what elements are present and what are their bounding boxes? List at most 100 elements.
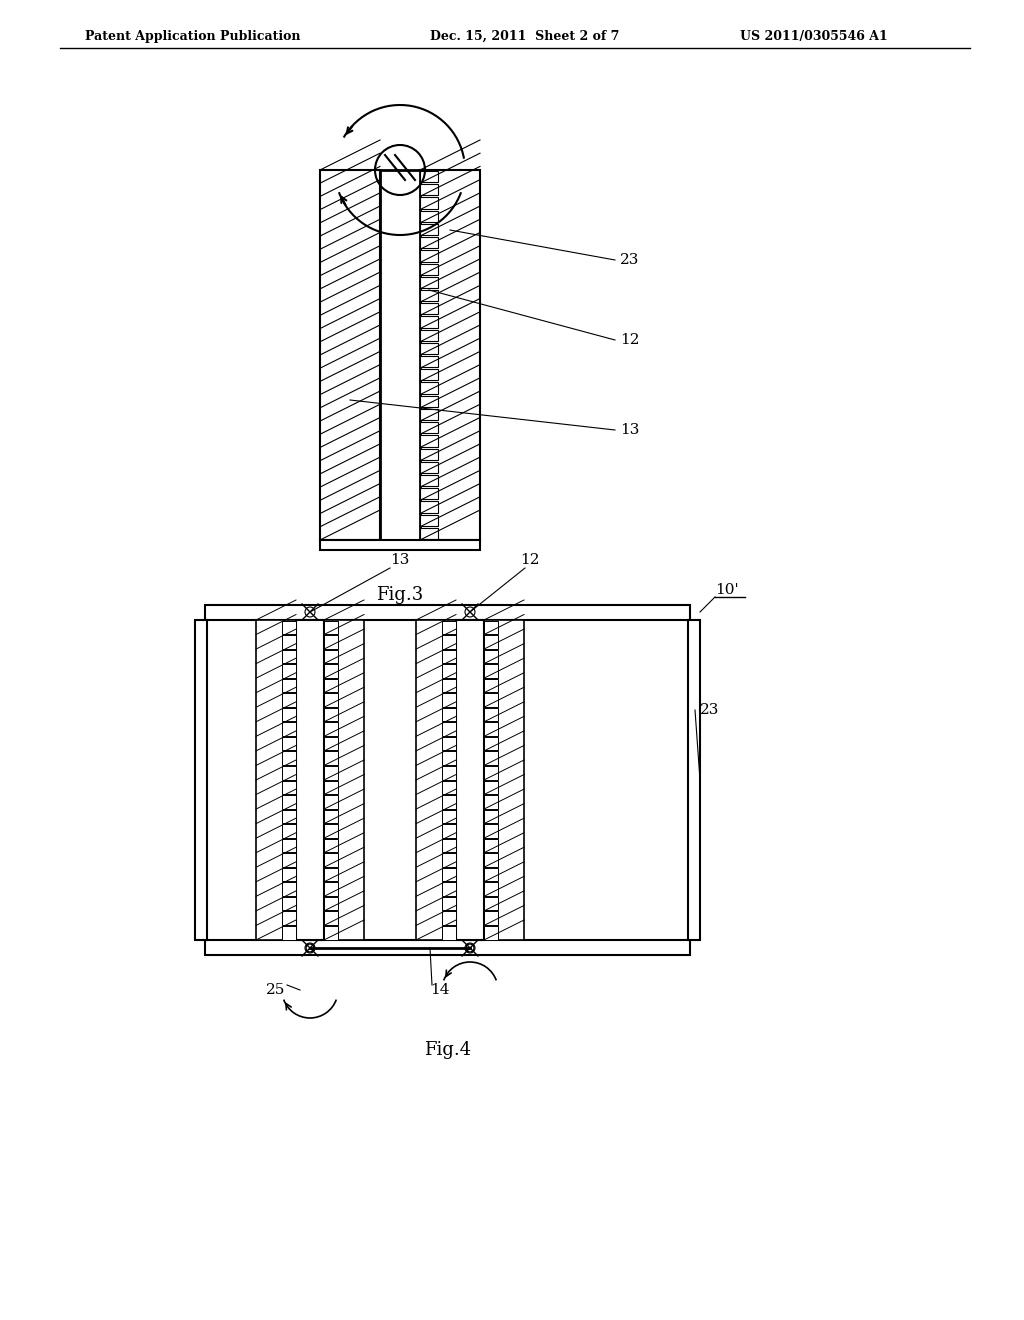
Bar [282,838,296,853]
Bar [416,620,456,940]
Bar [282,649,296,663]
Bar [324,620,338,634]
Bar [420,488,438,499]
Bar [420,277,438,288]
Text: 13: 13 [620,422,639,437]
Bar [324,722,338,735]
Bar [484,809,498,824]
Bar [484,780,498,795]
Bar [420,317,438,327]
Bar [324,751,338,766]
Bar [420,224,438,235]
Bar [205,940,690,954]
Circle shape [466,944,474,952]
Bar [484,737,498,750]
Bar [324,635,338,648]
Bar [442,766,456,780]
Bar [420,475,438,486]
Bar [420,515,438,525]
Bar [282,867,296,882]
Bar [484,766,498,780]
Bar [420,462,438,473]
Bar [282,722,296,735]
Bar [688,620,700,940]
Bar [282,737,296,750]
Bar [484,867,498,882]
Bar [442,693,456,706]
Text: 12: 12 [520,553,540,568]
Bar [195,620,207,940]
Bar [420,211,438,222]
Bar [324,693,338,706]
Bar [296,620,324,940]
Bar [442,780,456,795]
Text: Dec. 15, 2011  Sheet 2 of 7: Dec. 15, 2011 Sheet 2 of 7 [430,30,620,44]
Bar [484,620,524,940]
Bar [420,502,438,512]
Bar [442,838,456,853]
Bar [282,809,296,824]
Bar [319,170,380,540]
Bar [282,693,296,706]
Bar [442,722,456,735]
Bar [324,882,338,896]
Text: 23: 23 [620,253,639,267]
Bar [442,708,456,721]
Bar [256,620,296,940]
Bar [282,925,296,940]
Text: 23: 23 [700,704,720,717]
Bar [282,896,296,911]
Bar [324,824,338,838]
Bar [420,409,438,420]
Bar [282,795,296,809]
Bar [442,853,456,867]
Bar [324,867,338,882]
Text: Fig.4: Fig.4 [424,1041,471,1059]
Bar [282,664,296,677]
Bar [484,664,498,677]
Bar [324,838,338,853]
Bar [456,620,484,940]
Bar [442,649,456,663]
Text: US 2011/0305546 A1: US 2011/0305546 A1 [740,30,888,44]
Bar [484,693,498,706]
Text: 12: 12 [620,333,640,347]
Bar [442,882,456,896]
Bar [442,678,456,692]
Bar [420,343,438,354]
Bar [324,766,338,780]
Bar [282,766,296,780]
Bar [484,635,498,648]
Circle shape [306,944,314,952]
Bar [324,853,338,867]
Bar [484,678,498,692]
Bar [324,708,338,721]
Bar [484,838,498,853]
Bar [380,170,420,540]
Bar [484,649,498,663]
Bar [420,198,438,209]
Bar [484,751,498,766]
Bar [442,751,456,766]
Text: 13: 13 [390,553,410,568]
Bar [420,185,438,195]
Bar [319,540,480,550]
Bar [420,304,438,314]
Bar [282,708,296,721]
Bar [205,605,690,620]
Bar [442,664,456,677]
Bar [420,238,438,248]
Bar [442,795,456,809]
Bar [282,620,296,634]
Bar [442,737,456,750]
Text: 10': 10' [715,583,738,597]
Bar [420,170,480,540]
Text: Fig.3: Fig.3 [377,586,424,605]
Bar [324,737,338,750]
Bar [282,635,296,648]
Bar [420,251,438,261]
Bar [442,896,456,911]
Bar [282,824,296,838]
Bar [484,708,498,721]
Bar [420,356,438,367]
